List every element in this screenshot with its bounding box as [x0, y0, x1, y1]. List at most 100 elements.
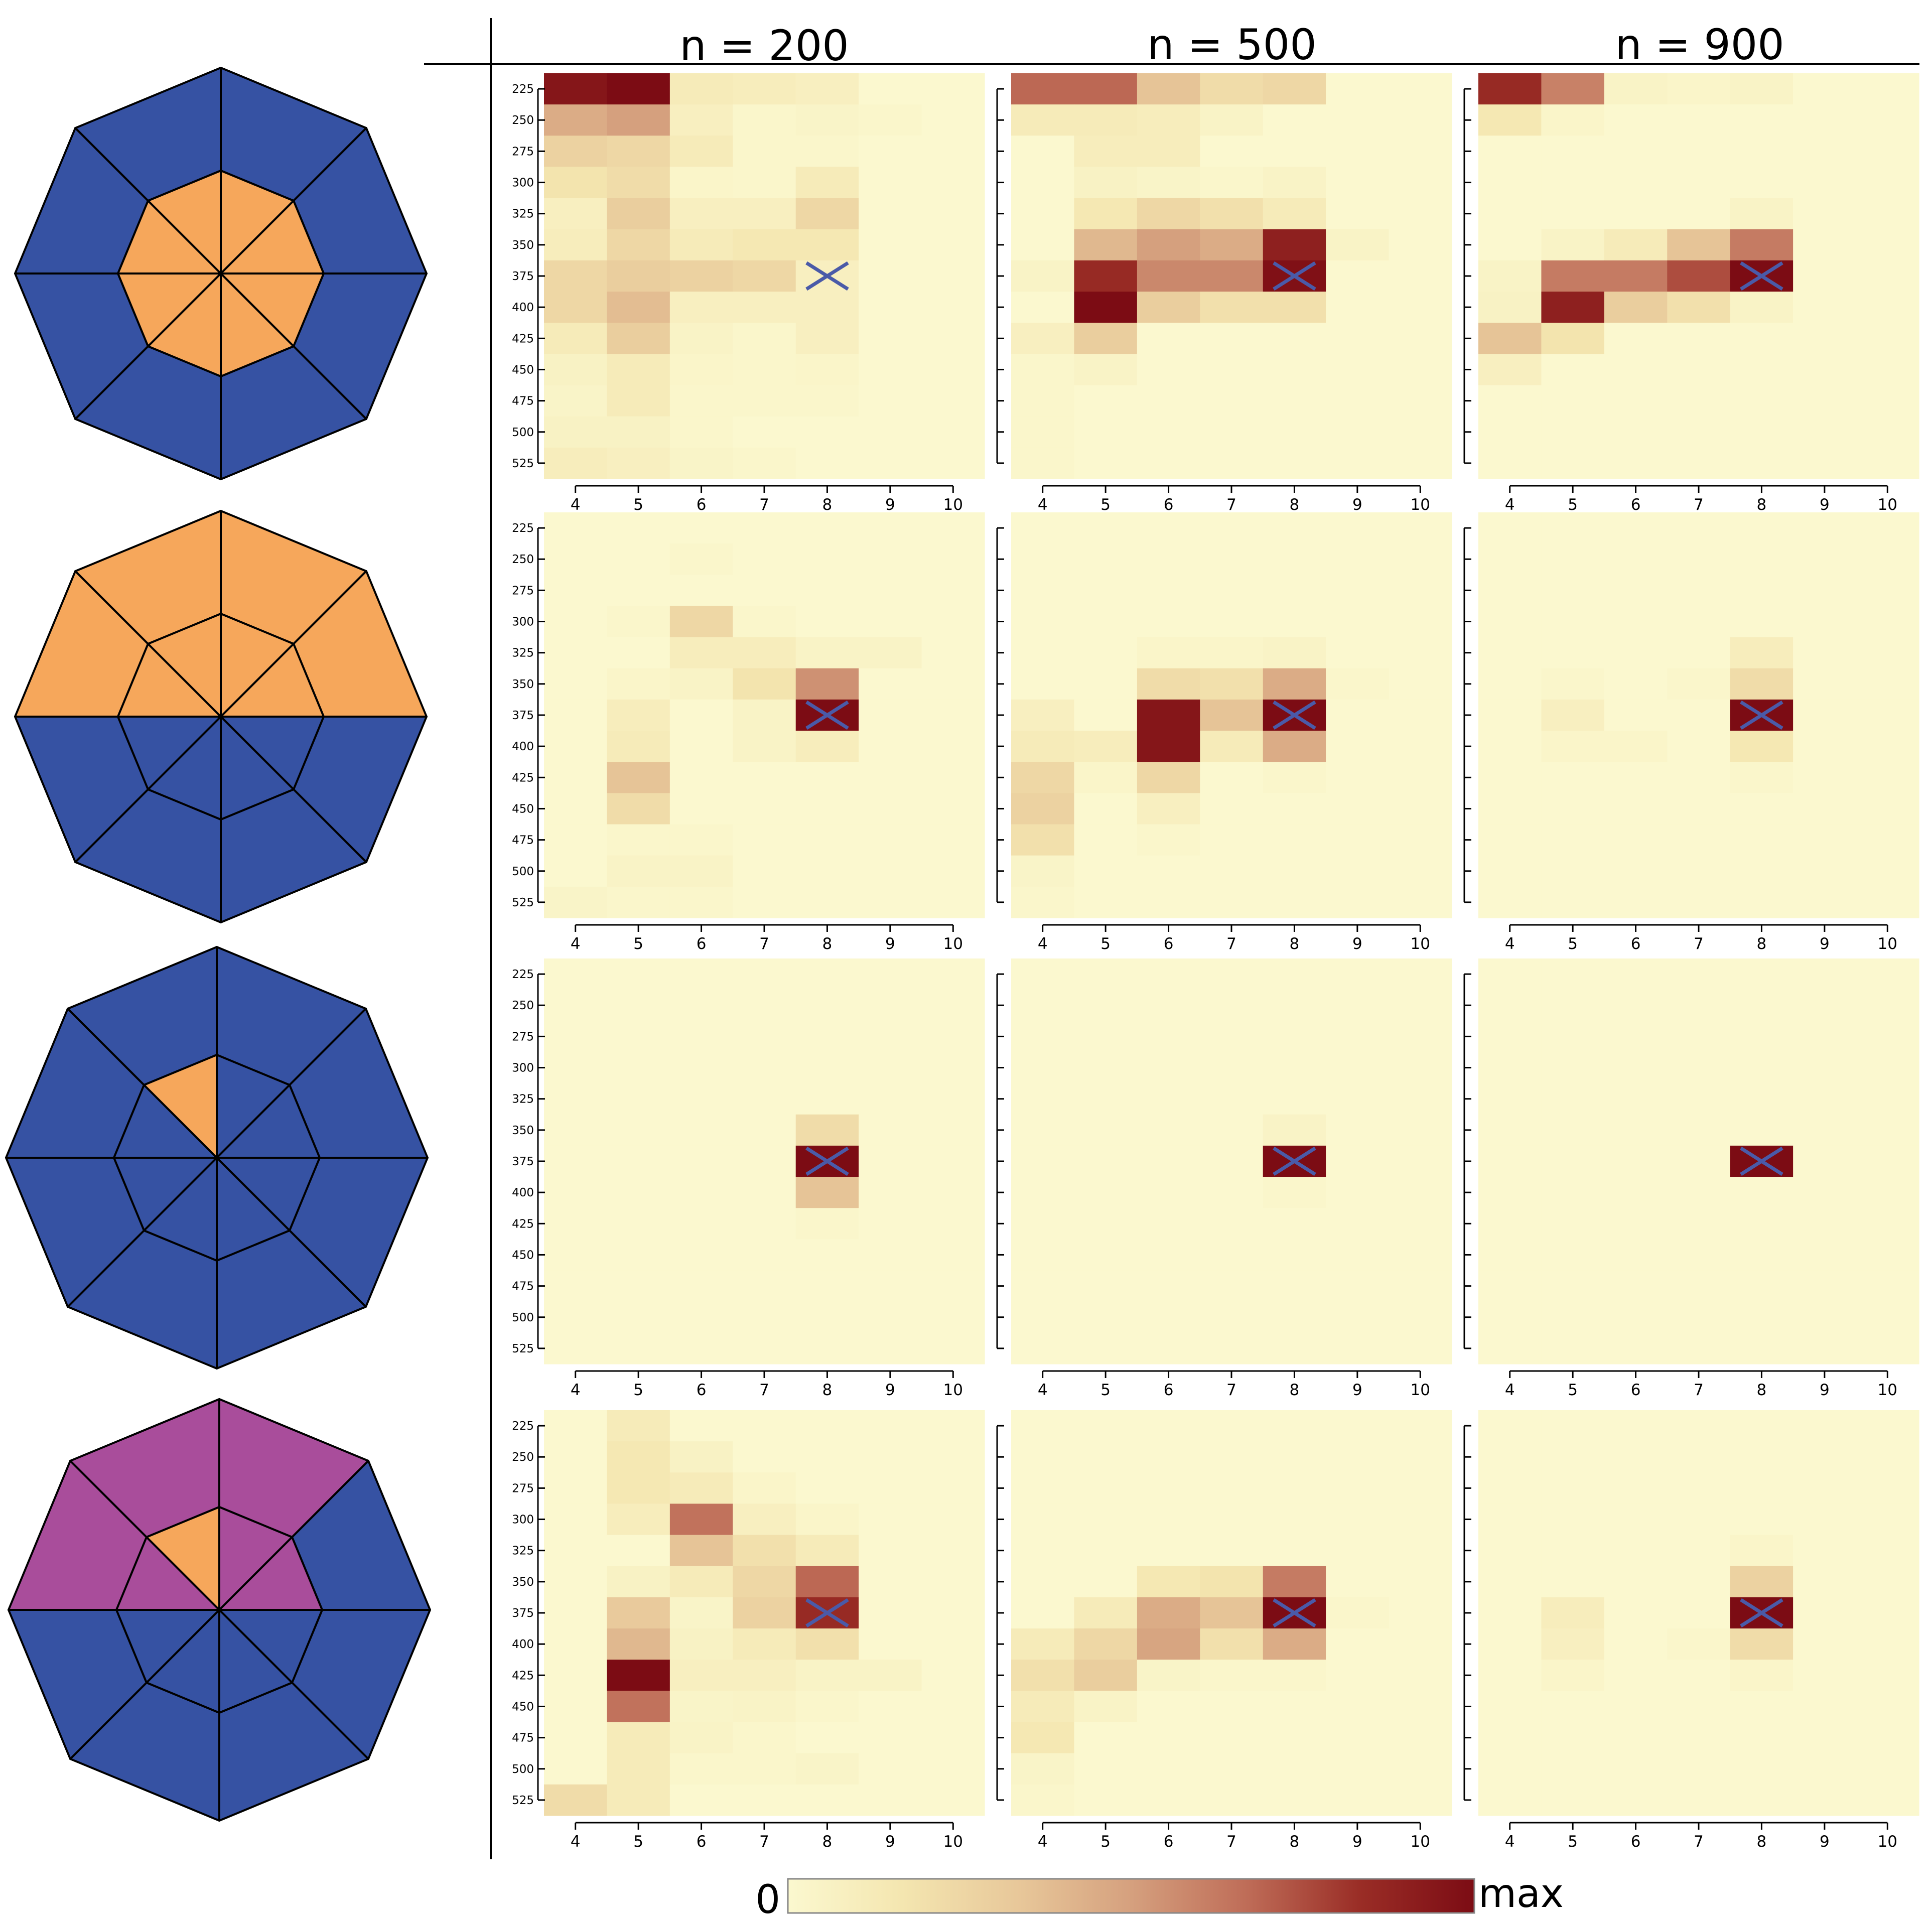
heatmap-cell — [1137, 1114, 1200, 1146]
heatmap-cell — [733, 229, 796, 261]
heatmap-cell — [1011, 1691, 1075, 1723]
heatmap-cell — [1137, 1722, 1200, 1754]
x-axis: 4 5 6 7 8 9 10 — [1505, 1370, 1897, 1399]
heatmap-cell — [1667, 1114, 1731, 1146]
heatmap-cell — [921, 699, 985, 731]
y-axis — [996, 88, 1004, 464]
heatmap-cell — [1667, 1535, 1731, 1567]
heatmap-cell — [1074, 198, 1138, 230]
heatmap-cell — [607, 229, 670, 261]
heatmap-cell — [1263, 1301, 1326, 1333]
heatmap-cell — [1074, 958, 1138, 990]
heatmap-cell — [1389, 323, 1452, 354]
target-x-marker — [805, 261, 849, 291]
heatmap-cell — [1389, 1301, 1452, 1333]
heatmap-cell — [795, 958, 859, 990]
heatmap-cell — [859, 990, 922, 1021]
x-tick-label: 7 — [1226, 1833, 1236, 1851]
heatmap-cell — [1856, 1691, 1919, 1723]
heatmap-cell — [1137, 1503, 1200, 1536]
heatmap-cell — [607, 1441, 670, 1473]
heatmap-cell — [1604, 958, 1668, 990]
heatmap-cell — [921, 1208, 985, 1240]
y-tick-label: 425 — [512, 1217, 534, 1230]
heatmap-cell — [544, 1052, 608, 1084]
x-axis: 4 5 6 7 8 9 10 — [1038, 485, 1430, 514]
x-axis: 4 5 6 7 8 9 10 — [1038, 1370, 1430, 1399]
x-tick-label: 9 — [1352, 935, 1362, 953]
heatmap-cell — [1200, 1052, 1264, 1084]
heatmap-panel: 4 5 6 7 8 9 10 — [1463, 958, 1919, 1399]
target-x-marker — [1273, 1146, 1316, 1176]
heatmap-cell — [1730, 1052, 1793, 1084]
heatmap-cell — [1200, 1597, 1264, 1629]
heatmap-cell — [859, 1784, 922, 1816]
heatmap-cell — [921, 1472, 985, 1504]
heatmap-cell — [669, 1660, 733, 1691]
heatmap-cell — [544, 260, 608, 292]
x-axis: 4 5 6 7 8 9 10 — [571, 485, 963, 514]
heatmap-cell — [544, 1239, 608, 1271]
heatmap-cell — [669, 1472, 733, 1504]
heatmap-cell — [1200, 1503, 1264, 1536]
x-tick-label: 7 — [1694, 1381, 1704, 1399]
heatmap-cell — [1389, 229, 1452, 261]
heatmap-cell — [795, 198, 859, 230]
heatmap-cell — [1667, 958, 1731, 990]
heatmap-cell — [544, 447, 608, 479]
heatmap-cell — [1541, 416, 1605, 448]
heatmap-cell — [1604, 1535, 1668, 1567]
heatmap-cell — [669, 416, 733, 448]
heatmap-cell — [1263, 990, 1326, 1021]
heatmap-cell — [544, 1208, 608, 1240]
y-tick-label: 250 — [512, 999, 534, 1012]
heatmap-cell — [607, 543, 670, 575]
shape-diagrams — [5, 67, 431, 1822]
heatmap-cell — [607, 354, 670, 386]
heatmap-cell — [795, 637, 859, 669]
heatmap-cell — [1389, 1503, 1452, 1536]
heatmap-cell — [921, 1753, 985, 1785]
heatmap-cell — [1137, 1083, 1200, 1115]
heatmap-cell — [1478, 385, 1542, 417]
heatmap-cell — [1011, 1114, 1075, 1146]
heatmap-cell — [795, 1691, 859, 1723]
heatmap-cell — [1793, 1145, 1857, 1177]
heatmap-cell — [1200, 762, 1264, 793]
heatmap-cell — [921, 1332, 985, 1364]
heatmap-cell — [795, 354, 859, 386]
x-axis: 4 5 6 7 8 9 10 — [1505, 1822, 1897, 1851]
y-tick-label: 500 — [512, 426, 534, 439]
heatmap-cell — [1541, 1628, 1605, 1660]
heatmap-cell — [921, 104, 985, 136]
heatmap-cell — [544, 1441, 608, 1473]
heatmap-cell — [1074, 1052, 1138, 1084]
heatmap-cell — [1478, 1332, 1542, 1364]
heatmap-cell — [795, 1332, 859, 1364]
heatmap-cell — [1200, 793, 1264, 825]
x-tick-label: 6 — [1631, 496, 1641, 514]
y-axis — [1463, 88, 1471, 464]
x-tick-label: 10 — [1878, 1833, 1897, 1851]
heatmap-cell — [921, 958, 985, 990]
heatmap-cell — [1011, 512, 1075, 544]
heatmap-cell — [921, 198, 985, 230]
heatmap-cell — [1137, 762, 1200, 793]
heatmap-cell — [1478, 731, 1542, 762]
x-tick-label: 6 — [1164, 1381, 1174, 1399]
heatmap-cell — [1667, 1660, 1731, 1691]
heatmap-cell — [1389, 1784, 1452, 1816]
heatmap-cell — [1667, 198, 1731, 230]
heatmap-cell — [1478, 1503, 1542, 1536]
heatmap-cell — [1793, 1052, 1857, 1084]
heatmap-cell — [921, 575, 985, 607]
heatmap-cell — [1074, 1535, 1138, 1567]
heatmap-cell — [1200, 323, 1264, 354]
x-tick-label: 4 — [571, 1833, 581, 1851]
heatmap-cell — [607, 1660, 670, 1691]
heatmap-cell — [1856, 1784, 1919, 1816]
heatmap-cell — [1667, 668, 1731, 700]
heatmap-cell — [544, 73, 608, 105]
heatmap-cell — [1667, 167, 1731, 199]
